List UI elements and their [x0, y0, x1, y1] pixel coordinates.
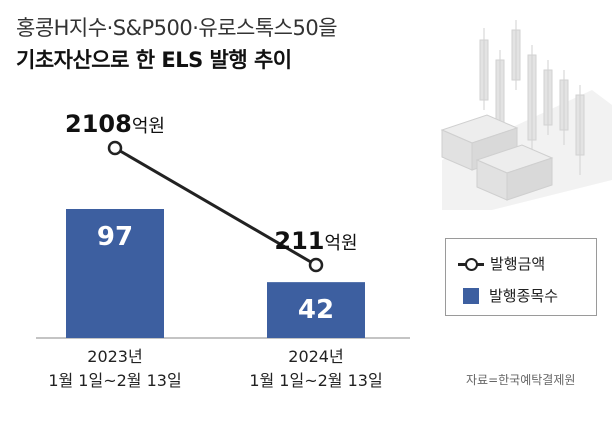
legend-line-label: 발행금액	[490, 255, 546, 273]
legend-item-bar: 발행종목수	[458, 285, 558, 306]
category-label-2024-year: 2024년	[288, 347, 343, 366]
legend-bar-label: 발행종목수	[489, 287, 559, 305]
line-value-2023-unit: 억원	[132, 116, 165, 137]
legend: 발행금액 발행종목수	[445, 238, 597, 316]
bar-2024	[267, 282, 365, 338]
line-point-2024	[308, 257, 324, 273]
line-series-issuance-amount	[114, 146, 317, 267]
category-label-2023-period: 1월 1일~2월 13일	[48, 371, 181, 390]
legend-bar-swatch-icon	[463, 287, 479, 304]
candlestick-money-illustration	[440, 20, 612, 210]
bar-value-2023: 97	[97, 222, 133, 252]
bar-value-2024: 42	[298, 295, 334, 325]
legend-line-marker-icon	[458, 257, 484, 271]
line-value-2024-num: 211	[274, 227, 324, 255]
chart-title-line1: 홍콩H지수·S&P500·유로스톡스50을	[16, 16, 338, 40]
category-label-2023-year: 2023년	[87, 347, 142, 366]
legend-item-line: 발행금액	[458, 253, 545, 274]
bar-2023	[66, 209, 164, 338]
line-value-2023-num: 2108	[65, 110, 132, 138]
line-point-2023	[107, 140, 123, 156]
source-note: 자료=한국예탁결제원	[466, 373, 576, 387]
line-value-2023: 2108억원	[65, 110, 165, 138]
line-value-2024: 211억원	[274, 227, 357, 255]
category-label-2024-period: 1월 1일~2월 13일	[249, 371, 382, 390]
chart-title-line2: 기초자산으로 한 ELS 발행 추이	[16, 48, 292, 72]
line-value-2024-unit: 억원	[324, 233, 357, 254]
